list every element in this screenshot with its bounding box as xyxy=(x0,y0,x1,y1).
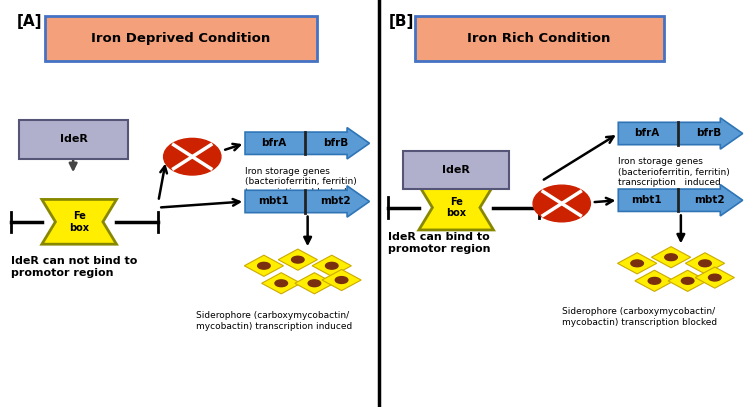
Text: Iron storage genes
(bacterioferritin, ferritin)
transcription   blocked: Iron storage genes (bacterioferritin, fe… xyxy=(245,167,357,197)
Text: Siderophore (carboxymycobactin/
mycobactin) transcription blocked: Siderophore (carboxymycobactin/ mycobact… xyxy=(562,307,717,327)
Polygon shape xyxy=(322,269,361,291)
Text: mbt2: mbt2 xyxy=(320,197,351,206)
Text: IdeR: IdeR xyxy=(60,134,87,144)
Polygon shape xyxy=(244,255,284,276)
Text: bfrB: bfrB xyxy=(323,138,348,148)
Circle shape xyxy=(682,278,694,284)
Circle shape xyxy=(709,274,721,281)
Text: Fe
box: Fe box xyxy=(446,197,466,219)
Polygon shape xyxy=(635,270,674,291)
Circle shape xyxy=(665,254,677,260)
Polygon shape xyxy=(618,253,657,274)
FancyBboxPatch shape xyxy=(415,16,664,61)
Text: bfrB: bfrB xyxy=(697,129,722,138)
FancyBboxPatch shape xyxy=(45,16,317,61)
Text: Iron Deprived Condition: Iron Deprived Condition xyxy=(91,32,271,45)
Text: mbt1: mbt1 xyxy=(632,195,662,205)
Text: [B]: [B] xyxy=(388,14,414,29)
Polygon shape xyxy=(278,249,317,270)
Circle shape xyxy=(648,278,661,284)
Polygon shape xyxy=(295,273,334,294)
Circle shape xyxy=(326,263,338,269)
Text: mbt1: mbt1 xyxy=(259,197,289,206)
FancyBboxPatch shape xyxy=(19,120,128,159)
Text: Siderophore (carboxymycobactin/
mycobactin) transcription induced: Siderophore (carboxymycobactin/ mycobact… xyxy=(196,311,352,331)
Polygon shape xyxy=(41,199,116,244)
Polygon shape xyxy=(419,185,493,230)
Text: [A]: [A] xyxy=(17,14,42,29)
Polygon shape xyxy=(695,267,734,288)
Circle shape xyxy=(336,277,348,283)
Circle shape xyxy=(631,260,643,267)
Circle shape xyxy=(308,280,320,287)
Polygon shape xyxy=(668,270,707,291)
Circle shape xyxy=(258,263,270,269)
Ellipse shape xyxy=(164,138,221,175)
Text: mbt2: mbt2 xyxy=(694,195,725,205)
Text: IdeR can not bind to
promotor region: IdeR can not bind to promotor region xyxy=(11,256,138,278)
FancyArrow shape xyxy=(245,186,369,217)
Ellipse shape xyxy=(533,185,590,222)
FancyBboxPatch shape xyxy=(403,151,509,189)
FancyArrow shape xyxy=(618,118,743,149)
FancyArrow shape xyxy=(245,128,369,159)
Polygon shape xyxy=(651,247,691,268)
FancyArrow shape xyxy=(618,185,743,216)
Polygon shape xyxy=(262,273,301,294)
Polygon shape xyxy=(685,253,725,274)
Circle shape xyxy=(699,260,711,267)
Text: IdeR: IdeR xyxy=(443,165,470,175)
Text: Fe
box: Fe box xyxy=(69,211,89,233)
Text: Iron Rich Condition: Iron Rich Condition xyxy=(467,32,611,45)
Text: Iron storage genes
(bacterioferritin, ferritin)
transcription   induced: Iron storage genes (bacterioferritin, fe… xyxy=(618,157,730,187)
Text: bfrA: bfrA xyxy=(261,138,287,148)
Circle shape xyxy=(292,256,304,263)
Text: IdeR can bind to
promotor region: IdeR can bind to promotor region xyxy=(388,232,491,254)
Circle shape xyxy=(275,280,287,287)
Polygon shape xyxy=(312,255,351,276)
Text: bfrA: bfrA xyxy=(634,129,660,138)
